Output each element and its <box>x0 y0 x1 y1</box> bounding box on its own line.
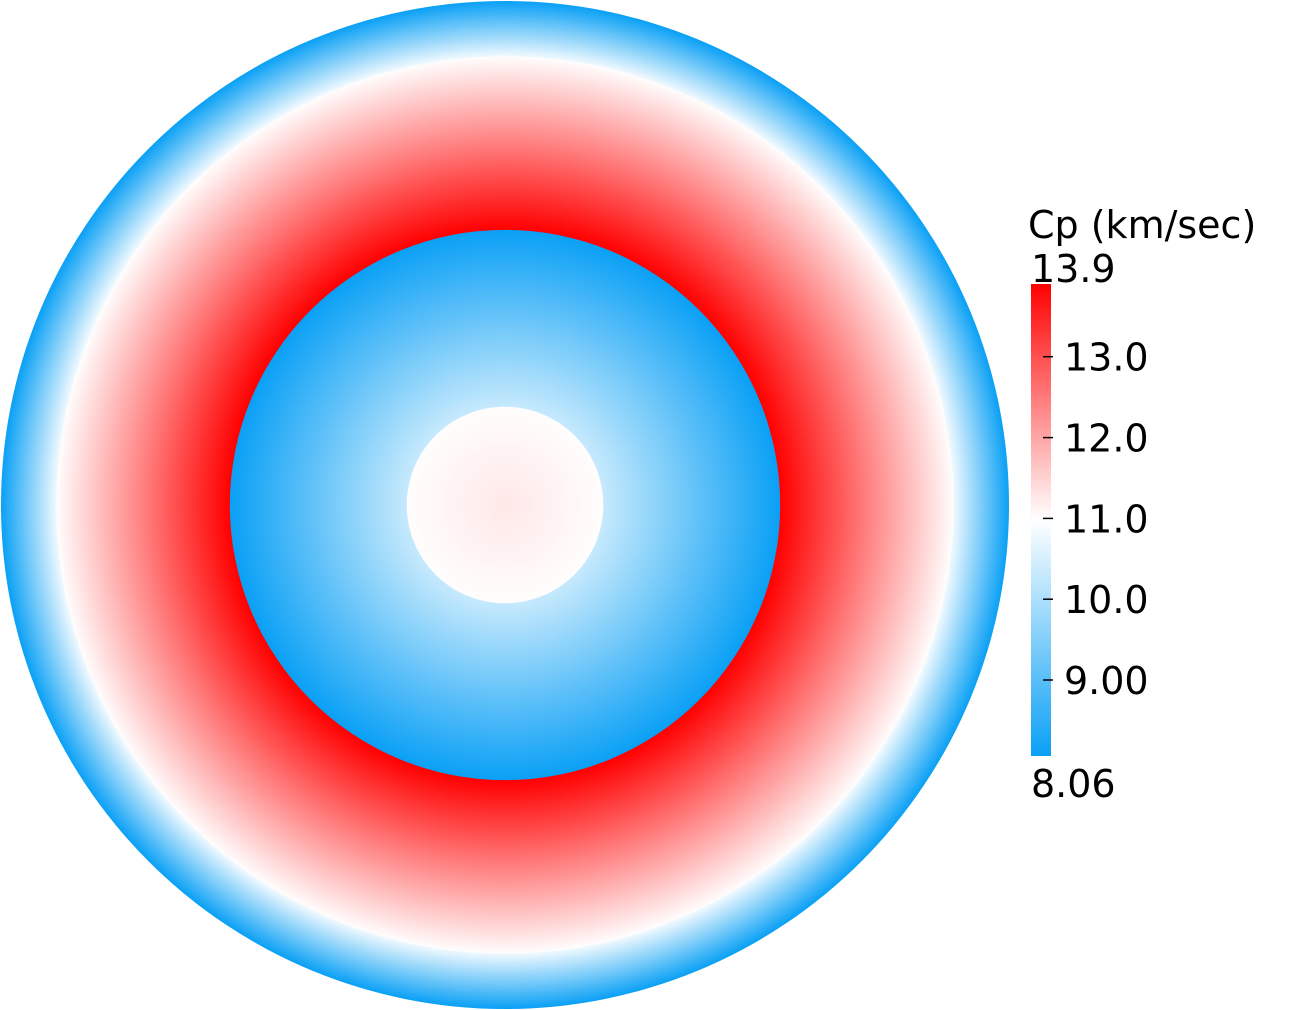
colorbar-tick-label: 11.0 <box>1064 497 1149 541</box>
colorbar-tick-label: 9.00 <box>1064 659 1149 703</box>
colorbar-min-label: 8.06 <box>1031 762 1116 806</box>
colorbar-max-label: 13.9 <box>1031 247 1116 291</box>
shell-inner-core <box>406 406 604 604</box>
colorbar-tick-label: 13.0 <box>1064 336 1149 380</box>
colorbar-tick-label: 12.0 <box>1064 417 1149 461</box>
colorbar-tick-label: 10.0 <box>1064 578 1149 622</box>
colorbar: Cp (km/sec) 13.9 8.06 13.0 12.0 11.0 10.0 9.… <box>1028 203 1256 806</box>
colorbar-title: Cp (km/sec) <box>1028 203 1256 247</box>
velocity-disk <box>1 1 1009 1009</box>
colorbar-gradient <box>1031 284 1051 756</box>
